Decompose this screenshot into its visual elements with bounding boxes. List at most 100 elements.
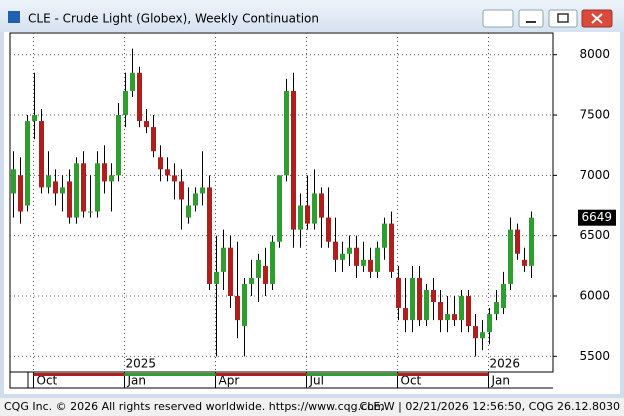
restore-icon [557,13,569,23]
candle-body [102,163,107,182]
candle-body [445,314,450,321]
y-tick-label: 5500 [579,349,610,363]
candle-body [60,187,65,194]
candle-body [333,241,338,260]
candle-body [32,115,37,122]
candle-body [466,295,471,327]
candle-body [375,247,380,272]
candle-body [522,259,527,266]
candle-body [368,259,373,272]
candle-body [473,326,478,339]
candle-body [417,277,422,321]
candle-body [326,217,331,242]
month-strip [124,373,216,376]
minimize-button[interactable] [518,9,544,28]
candle-body [312,193,317,224]
candle-body [347,247,352,254]
candle-body [207,187,212,284]
candle-body [123,90,128,116]
x-tick-label: Apr [219,374,240,388]
candle-body [221,247,226,272]
candle-body [39,121,44,188]
candle-body [144,121,149,128]
candle-body [165,169,170,176]
candle-body [116,115,121,176]
month-strip [33,373,125,376]
candle-body [214,271,219,284]
candle-body [263,265,268,284]
candle-body [74,163,79,218]
candle-body [361,259,366,266]
candle-body [424,289,429,321]
candle-body [396,277,401,309]
candle-body [284,90,289,176]
close-icon [591,13,603,24]
candle-body [529,217,534,266]
candle-body [200,187,205,194]
month-strip [397,373,489,376]
chart-title: CLE - Crude Light (Globex), Weekly Conti… [28,12,319,26]
candle-body [235,295,240,321]
year-label: 2026 [490,357,521,371]
app-icon [8,11,20,23]
footer-right: CLE,W | 02/21/2026 12:56:50, CQG 26.12.8… [360,400,620,413]
link-button[interactable] [482,9,514,28]
candle-body [130,72,135,91]
last-price-box [578,209,616,226]
month-strip [306,373,398,376]
x-tick-label: Jan [127,374,147,388]
candle-body [319,193,324,218]
corner-box [9,371,29,389]
candle-body [11,169,16,194]
restore-button[interactable] [548,9,578,28]
candle-body [172,175,177,182]
candle-body [410,277,415,321]
x-tick-label: Oct [37,374,58,388]
candle-body [389,223,394,272]
footer-left: CQG Inc. © 2026 All rights reserved worl… [4,400,385,413]
candle-body [340,253,345,260]
candle-body [277,175,282,242]
last-price-label: 6649 [581,210,612,224]
month-strip [215,373,307,376]
candle-body [508,229,513,284]
candle-body [291,90,296,230]
candle-body [515,229,520,254]
x-tick-label: Jul [309,374,324,388]
candle-body [25,121,30,206]
y-tick-label: 6500 [579,228,610,242]
candle-body [46,175,51,188]
candle-body [305,205,310,224]
candle-body [354,247,359,266]
candle-body [487,314,492,333]
candle-body [53,181,58,194]
candle-body [186,205,191,218]
candle-body [228,247,233,296]
x-tick-label: Jan [491,374,511,388]
candle-body [109,175,114,182]
status-bar [0,398,624,416]
candle-body [480,332,485,339]
candle-body [270,241,275,284]
y-tick-label: 6000 [579,288,610,302]
candle-body [382,223,387,248]
candle-body [193,193,198,206]
candle-body [67,181,72,218]
candle-body [431,289,436,303]
candle-body [459,295,464,321]
candle-body [501,283,506,309]
candle-body [18,175,23,212]
candle-body [249,277,254,284]
candle-body [242,283,247,327]
candle-body [158,157,163,170]
y-tick-label: 7500 [579,108,610,122]
candle-body [403,308,408,321]
candle-body [88,211,93,213]
x-tick-label: Oct [401,374,422,388]
candle-body [298,205,303,230]
candle-body [95,163,100,212]
candle-body [256,259,261,278]
candle-body [179,181,184,200]
candle-body [151,127,156,152]
